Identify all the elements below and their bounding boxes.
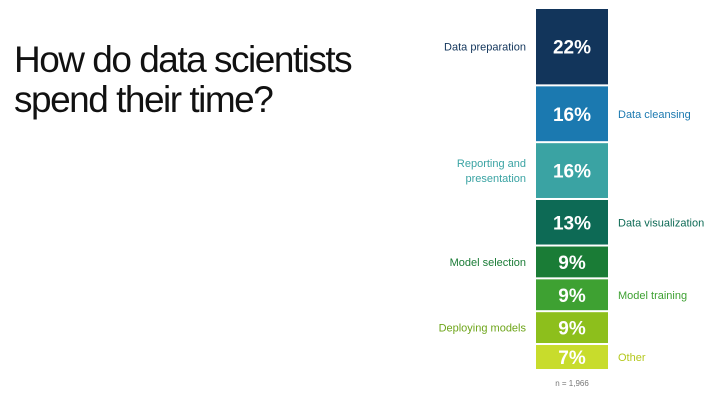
bar-segment [536, 143, 608, 198]
category-label: Data preparation [444, 42, 526, 54]
category-label: Model training [618, 290, 687, 302]
category-label: Deploying models [439, 323, 527, 335]
bar-segment [536, 9, 608, 85]
bar-segment [536, 279, 608, 311]
bar-segment [536, 345, 608, 369]
chart-title-line-1: How do data scientists [14, 39, 353, 80]
category-label: Reporting and presentation [457, 158, 526, 185]
data-label: 16% [553, 162, 591, 183]
chart-title-line-2: spend their time? [14, 79, 274, 120]
category-label: Model selection [450, 257, 526, 269]
bar-segment [536, 86, 608, 142]
data-label: 9% [558, 319, 586, 340]
bar-segment [536, 199, 608, 245]
data-label: 22% [553, 38, 591, 59]
data-label: 7% [558, 348, 586, 369]
chart-title: How do data scientists spend their time? [14, 40, 394, 120]
sample-size-note: n = 1,966 [555, 379, 589, 388]
bar-segment [536, 246, 608, 278]
category-label: Data visualization [618, 217, 704, 229]
data-label: 9% [558, 253, 586, 274]
data-label: 16% [553, 105, 591, 126]
data-label: 13% [553, 213, 591, 234]
bar-segment [536, 312, 608, 344]
data-label: 9% [558, 286, 586, 307]
category-label: Data cleansing [618, 109, 691, 121]
category-label: Other [618, 352, 646, 364]
